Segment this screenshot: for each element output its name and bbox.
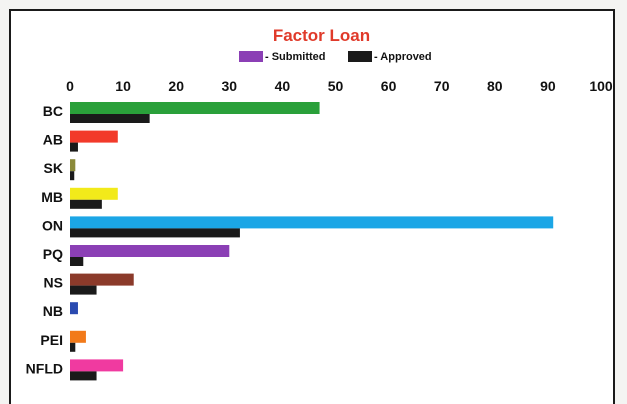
bar-approved-mb [70,199,102,209]
bar-submitted-pq [70,245,230,257]
x-tick-label: 30 [222,78,238,94]
category-label-pq: PQ [43,246,63,262]
bar-submitted-ab [70,130,118,143]
category-label-pei: PEI [40,332,63,348]
bar-approved-on [70,228,240,238]
legend: - Submitted - Approved [239,51,432,63]
x-tick-label: 60 [381,78,397,94]
chart-title: Factor Loan [273,26,370,45]
bar-submitted-sk [70,159,76,172]
x-tick-label: 80 [487,78,503,94]
bars [70,102,554,381]
bar-approved-pq [70,257,84,266]
bar-submitted-bc [70,102,320,114]
bar-approved-ab [70,142,78,152]
bar-submitted-pei [70,330,86,343]
category-label-mb: MB [41,189,63,205]
legend-swatch-submitted [239,51,263,62]
bar-submitted-on [70,216,554,229]
x-tick-label: 90 [540,78,556,94]
category-label-bc: BC [43,103,63,119]
x-tick-label: 100 [589,78,613,94]
x-tick-label: 70 [434,78,450,94]
bar-submitted-nfld [70,359,124,372]
bar-approved-pei [70,342,76,352]
category-label-nb: NB [43,303,63,319]
x-axis-ticks: 0 10 20 30 40 50 60 70 80 90 100 [66,78,613,94]
bar-approved-sk [70,171,75,181]
x-tick-label: 50 [328,78,344,94]
category-label-on: ON [42,217,63,233]
x-tick-label: 20 [168,78,184,94]
x-tick-label: 0 [66,78,74,94]
category-label-nfld: NFLD [26,360,63,376]
bar-chart: Factor Loan - Submitted - Approved 0 10 20 3… [26,26,613,381]
legend-label-submitted: - Submitted [265,51,326,63]
x-tick-label: 10 [115,78,131,94]
bar-approved-nfld [70,371,97,381]
bar-approved-bc [70,114,150,123]
category-label-sk: SK [44,160,63,176]
bar-submitted-ns [70,273,134,286]
chart-frame: Factor Loan - Submitted - Approved 0 10 20 3… [9,9,615,404]
category-labels: BC AB SK MB ON PQ NS NB PEI NFLD [26,103,63,376]
legend-swatch-approved [348,51,372,62]
category-label-ns: NS [44,275,63,291]
x-tick-label: 40 [275,78,291,94]
bar-approved-ns [70,285,97,295]
category-label-ab: AB [43,132,63,148]
bar-submitted-nb [70,302,78,315]
legend-label-approved: - Approved [374,51,432,63]
bar-submitted-mb [70,187,118,200]
